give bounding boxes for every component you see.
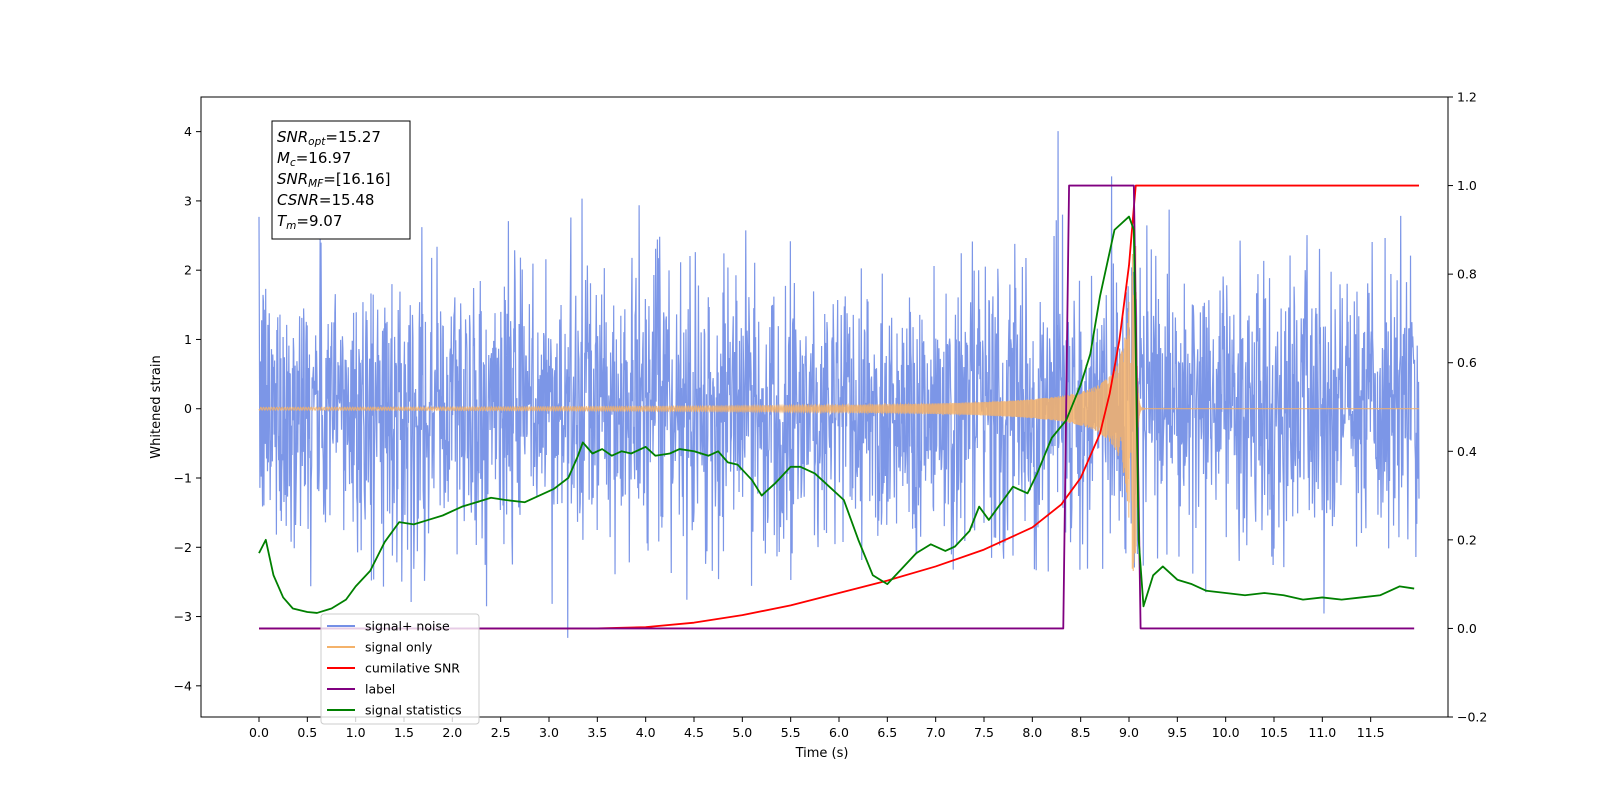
x-tick-label: 8.5 xyxy=(1071,725,1091,740)
y-left-tick-label: 2 xyxy=(184,263,192,278)
legend-label: signal only xyxy=(365,640,433,655)
annotation-frame xyxy=(271,120,411,240)
y-axis-left-ticks: 4 3 2 1 0 −1 −2 −3 −4 xyxy=(174,124,201,693)
annotation-line: Tm=9.07 xyxy=(277,212,342,232)
x-tick-label: 2.0 xyxy=(442,725,462,740)
y-left-tick-label: −1 xyxy=(174,471,192,486)
annotation-symbol: SNR xyxy=(277,128,308,146)
y-axis-label: Whitened strain xyxy=(149,355,164,458)
y-right-tick-label: 1.2 xyxy=(1457,90,1477,105)
x-axis-label: Time (s) xyxy=(795,746,849,761)
y-left-tick-label: 4 xyxy=(184,124,192,139)
x-tick-label: 5.5 xyxy=(781,725,801,740)
annotation-line: CSNR=15.48 xyxy=(277,191,374,209)
plot-frame xyxy=(200,96,1449,718)
annotation-subscript: m xyxy=(286,220,296,232)
annotation-symbol: T xyxy=(277,212,288,230)
x-tick-label: 5.0 xyxy=(732,725,752,740)
y-right-tick-label: 0.0 xyxy=(1457,621,1477,636)
x-tick-label: 0.0 xyxy=(249,725,269,740)
annotation-value: =16.97 xyxy=(296,149,352,167)
chart-legend: signal+ noise signal only cumilative SNR la… xyxy=(320,613,480,725)
annotation-line: SNRMF=[16.16] xyxy=(277,170,391,190)
x-tick-label: 6.5 xyxy=(877,725,897,740)
right-axis-series xyxy=(258,184,1419,630)
y-left-tick-label: 3 xyxy=(184,193,192,208)
x-tick-label: 4.0 xyxy=(636,725,656,740)
annotation-value: =9.07 xyxy=(296,212,342,230)
y-axis-right-ticks: 1.2 1.0 0.8 0.6 0.4 0.2 0.0 −0.2 xyxy=(1448,90,1487,725)
y-left-tick-label: 1 xyxy=(184,332,192,347)
y-left-tick-label: −3 xyxy=(174,609,192,624)
x-tick-label: 10.0 xyxy=(1212,725,1240,740)
signal-noise-line xyxy=(258,131,1420,638)
signal-only-line xyxy=(258,245,1419,572)
y-right-tick-label: 0.6 xyxy=(1457,355,1477,370)
annotation-symbol: CSNR xyxy=(277,191,319,209)
x-tick-label: 3.0 xyxy=(539,725,559,740)
legend-frame xyxy=(320,613,480,725)
annotation-value: =15.27 xyxy=(325,128,381,146)
annotation-subscript: c xyxy=(290,157,296,169)
legend-label: label xyxy=(365,682,395,697)
y-right-tick-label: 1.0 xyxy=(1457,178,1477,193)
x-axis-ticks: 0.0 0.5 1.0 1.5 2.0 2.5 3.0 3.5 4.0 4.5 5.0 5.5 6.0 6… xyxy=(249,717,1385,740)
signal-only-series xyxy=(258,245,1419,572)
x-tick-label: 11.0 xyxy=(1308,725,1336,740)
annotation-line: SNRopt=15.27 xyxy=(277,128,381,148)
y-right-tick-label: 0.4 xyxy=(1457,444,1477,459)
signal-noise-series xyxy=(258,131,1420,638)
annotation-subscript: opt xyxy=(308,136,326,148)
y-right-tick-label: −0.2 xyxy=(1457,710,1487,725)
annotation-value: =[16.16] xyxy=(323,170,390,188)
x-tick-label: 11.5 xyxy=(1357,725,1385,740)
annotation-symbol: SNR xyxy=(277,170,308,188)
y-left-tick-label: −2 xyxy=(174,540,192,555)
cumulative-snr-line xyxy=(259,184,1419,630)
legend-label: signal statistics xyxy=(365,703,462,718)
legend-label: cumilative SNR xyxy=(365,661,460,676)
stats-annotation-box: SNRopt=15.27Mc=16.97SNRMF=[16.16]CSNR=15… xyxy=(271,120,411,240)
x-tick-label: 10.5 xyxy=(1260,725,1288,740)
y-right-tick-label: 0.8 xyxy=(1457,267,1477,282)
x-tick-label: 1.0 xyxy=(346,725,366,740)
annotation-subscript: MF xyxy=(308,178,324,190)
x-tick-label: 9.0 xyxy=(1119,725,1139,740)
annotation-line: Mc=16.97 xyxy=(277,149,351,169)
x-tick-label: 0.5 xyxy=(297,725,317,740)
annotation-value: =15.48 xyxy=(319,191,375,209)
x-tick-label: 2.5 xyxy=(491,725,511,740)
label-line xyxy=(259,184,1415,630)
annotation-symbol: M xyxy=(277,149,290,167)
y-right-tick-label: 0.2 xyxy=(1457,532,1477,547)
y-left-tick-label: −4 xyxy=(174,678,192,693)
signal-statistics-line xyxy=(258,215,1415,614)
y-left-tick-label: 0 xyxy=(184,401,192,416)
x-tick-label: 6.0 xyxy=(829,725,849,740)
x-tick-label: 9.5 xyxy=(1167,725,1187,740)
x-tick-label: 7.0 xyxy=(926,725,946,740)
x-tick-label: 3.5 xyxy=(587,725,607,740)
x-tick-label: 8.0 xyxy=(1022,725,1042,740)
x-tick-label: 4.5 xyxy=(684,725,704,740)
x-tick-label: 7.5 xyxy=(974,725,994,740)
legend-label: signal+ noise xyxy=(365,619,450,634)
x-tick-label: 1.5 xyxy=(394,725,414,740)
